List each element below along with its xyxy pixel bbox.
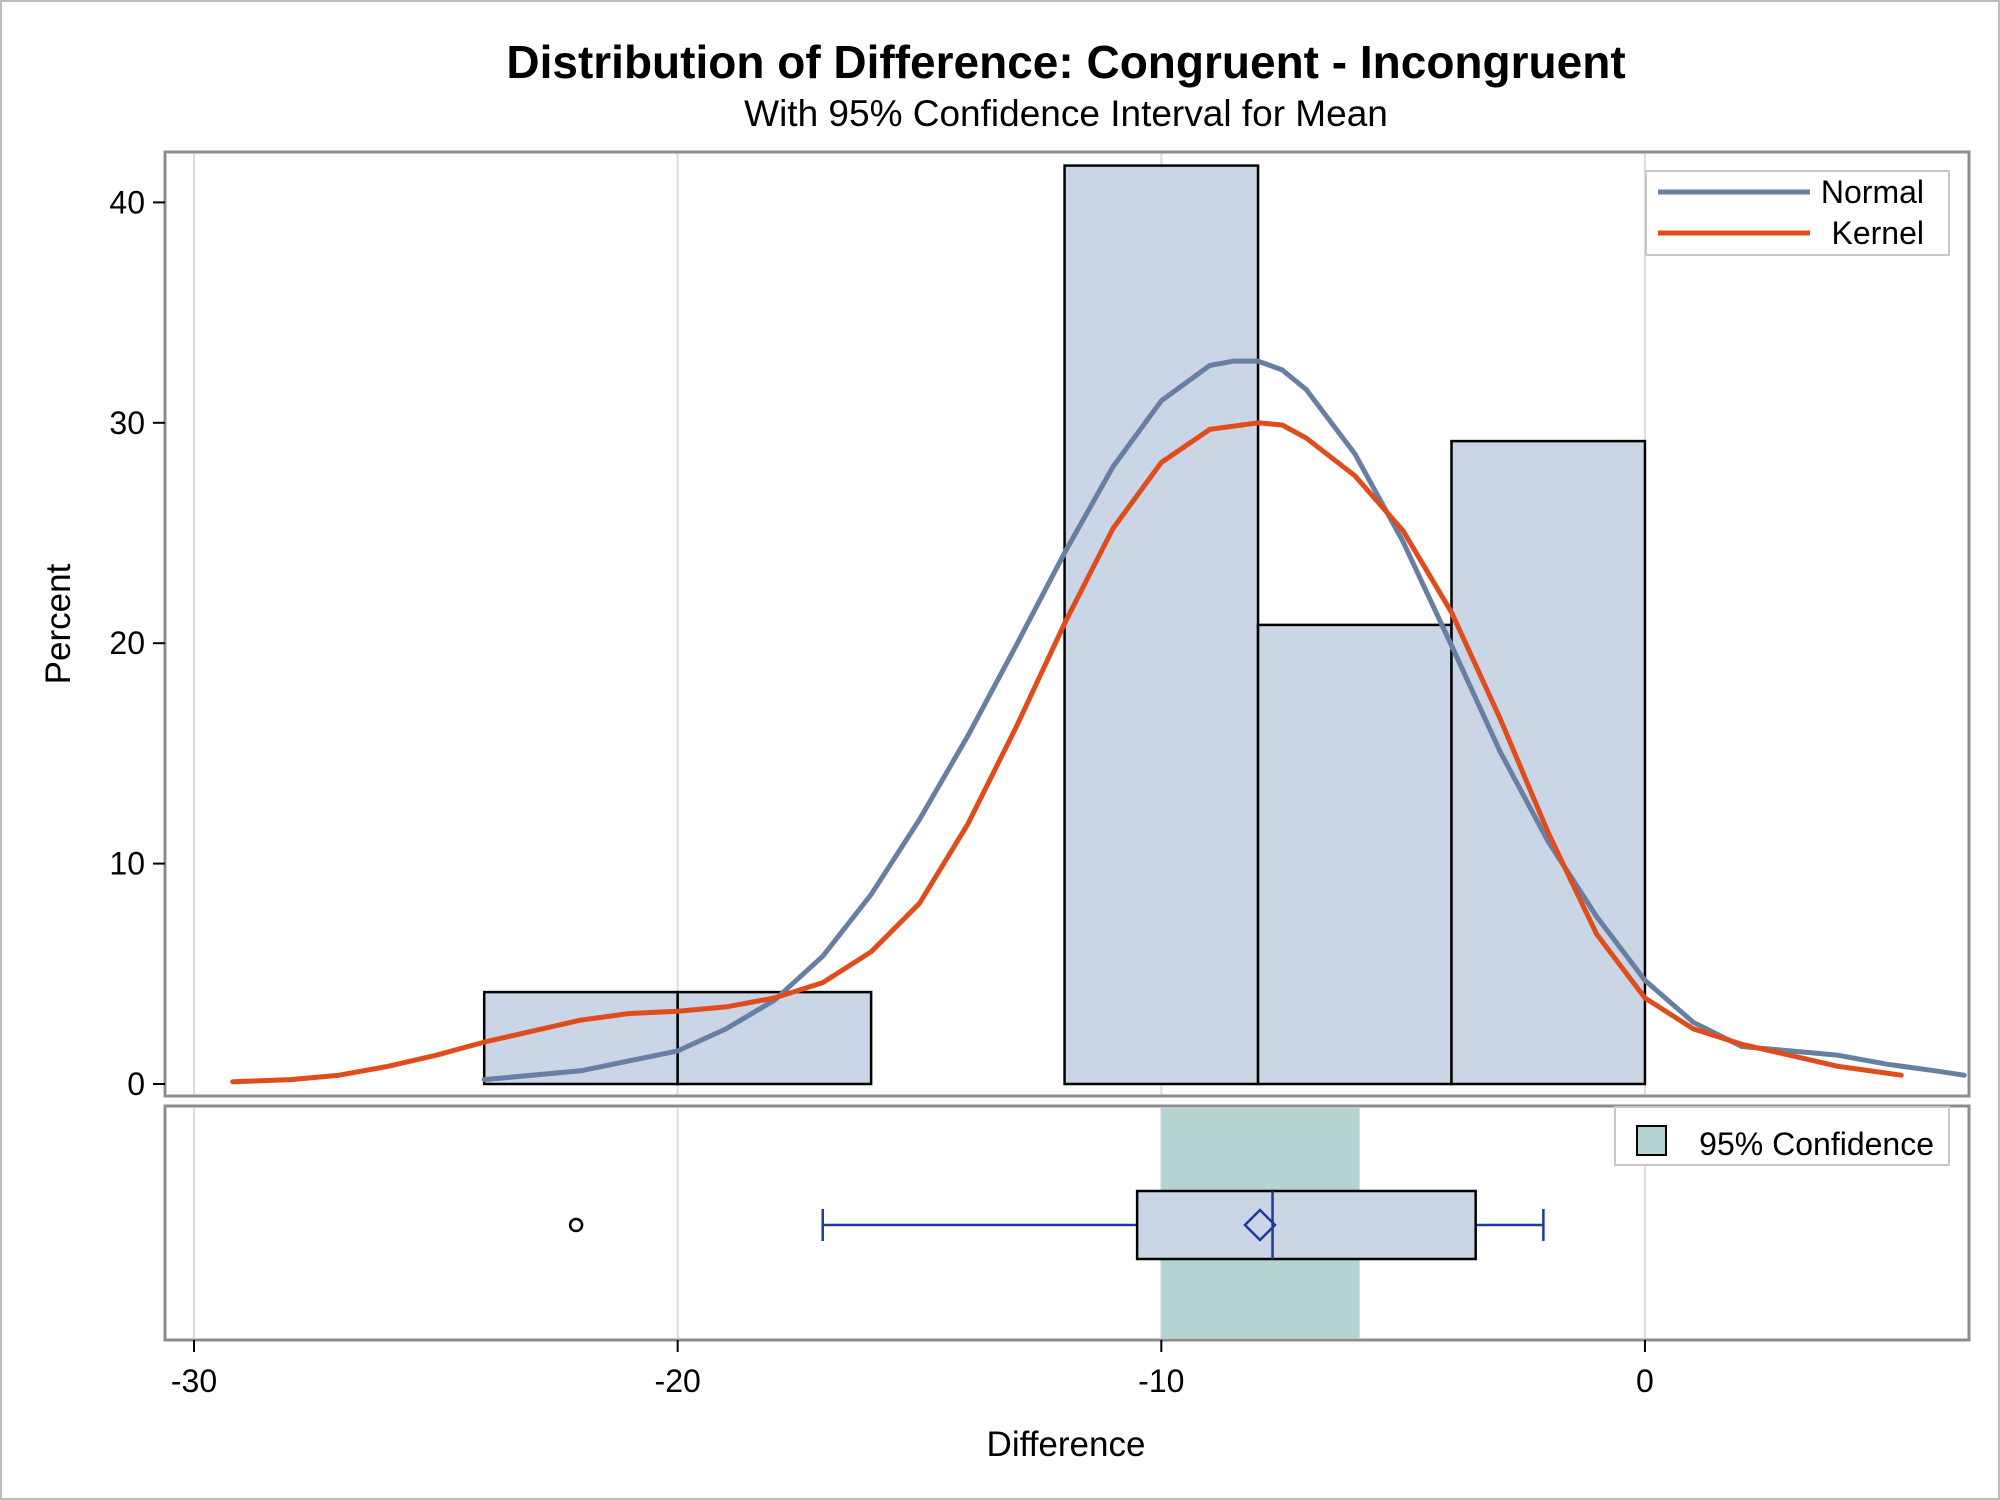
boxplot-box bbox=[1135, 1189, 1477, 1261]
y-tick-label: 20 bbox=[109, 625, 145, 661]
x-axis-label: Difference bbox=[987, 1425, 1146, 1464]
confidence-legend: 95% Confidence bbox=[1614, 1106, 1950, 1166]
histogram-bars bbox=[482, 164, 1647, 1086]
boxplot-panel: 95% Confidence bbox=[163, 1104, 1971, 1342]
confidence-legend-box bbox=[1614, 1106, 1950, 1166]
y-tick-label: 40 bbox=[109, 184, 145, 220]
x-tick-label: 0 bbox=[1636, 1363, 1654, 1399]
mean-marker bbox=[1243, 1208, 1277, 1242]
curve-legend: Normal Kernel bbox=[1645, 170, 1950, 256]
chart-subtitle: With 95% Confidence Interval for Mean bbox=[744, 93, 1388, 134]
histogram-panel: 0 10 20 30 40 Percent Normal Kernel bbox=[39, 150, 1971, 1102]
x-tick-label: -30 bbox=[171, 1363, 217, 1399]
curve-legend-box bbox=[1645, 170, 1950, 256]
density-curves bbox=[230, 358, 1967, 1085]
legend-confidence-swatch bbox=[1636, 1125, 1667, 1156]
y-axis: 0 10 20 30 40 bbox=[109, 184, 165, 1102]
y-tick-label: 10 bbox=[109, 846, 145, 882]
x-tick-label: -10 bbox=[1138, 1363, 1184, 1399]
x-axis: -30 -20 -10 0 bbox=[171, 1340, 1654, 1399]
y-axis-label: Percent bbox=[39, 563, 78, 684]
y-tick-label: 0 bbox=[127, 1066, 145, 1102]
x-tick-label: -20 bbox=[655, 1363, 701, 1399]
boxplot bbox=[568, 1189, 1545, 1261]
kernel-density-curve bbox=[230, 420, 1904, 1085]
histogram-bar bbox=[1063, 164, 1260, 1086]
y-tick-label: 30 bbox=[109, 405, 145, 441]
legend-normal-label: Normal bbox=[1821, 174, 1924, 210]
chart-title: Distribution of Difference: Congruent - … bbox=[506, 36, 1625, 88]
histogram-bar bbox=[1450, 439, 1647, 1086]
outlier-point bbox=[568, 1217, 584, 1233]
legend-confidence-label: 95% Confidence bbox=[1699, 1126, 1934, 1162]
legend-kernel-label: Kernel bbox=[1832, 215, 1925, 251]
histogram-bar bbox=[1256, 623, 1453, 1086]
